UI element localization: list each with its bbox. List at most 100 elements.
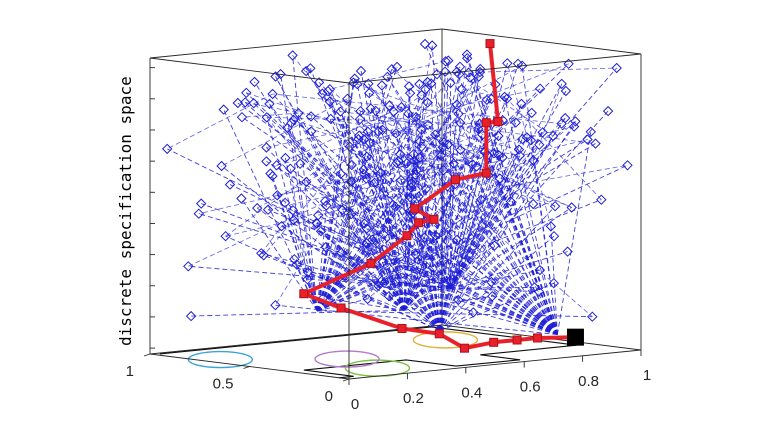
tree-node-marker [317,88,328,99]
tree-node-marker [302,274,313,285]
tree-node-marker [534,83,546,94]
tree-edge [293,164,473,221]
tree-node-marker [288,114,299,126]
tree-node-marker [264,98,275,110]
tree-edge [388,117,566,297]
path-node-marker [485,39,495,49]
tree-edge [246,92,454,164]
x-tick-label: 1 [643,367,651,384]
tree-edge [316,71,481,312]
tree-edge [191,309,405,317]
tree-edge [364,223,441,331]
tree-node-marker [560,85,572,97]
tree-node-marker [516,60,528,71]
tree-node-marker [475,63,486,75]
tree-node-marker [324,83,336,95]
tree-node-marker [324,96,336,107]
tree-node-marker [236,111,248,123]
tree-node-marker [486,276,497,288]
tree-node-marker [422,76,433,88]
tree-node-marker [315,225,327,237]
tree-edge [316,143,596,312]
path-node-marker [299,289,309,299]
tree-edge [450,103,522,289]
tree-node-marker [161,143,173,155]
path-node-marker [451,175,460,185]
tree-edge [245,102,520,157]
tree-node-marker [525,135,537,146]
tree-node-marker [587,311,598,322]
tree-edge [317,164,628,312]
tree-edge [413,160,451,289]
start-marker [566,328,584,346]
tree-node-marker [342,93,353,105]
tree-node-marker [562,246,573,257]
tree-edge [431,45,451,289]
tree-edge [267,209,558,335]
tree-edge [296,264,441,332]
tree-node-marker [362,293,373,305]
tree-edge [460,149,558,335]
tree-node-marker [568,121,580,132]
tree-edge [450,117,566,289]
tree-node-marker [473,71,485,82]
tree-edge [408,86,411,198]
tree-node-marker [403,108,414,119]
tree-node-marker [514,150,526,161]
z-axis-label: discrete specification space [116,76,135,346]
tree-node-marker [302,266,314,278]
tree-node-marker [468,307,479,318]
tree-node-marker [358,168,370,180]
tree-node-marker [516,98,527,110]
tree-edge [450,126,575,289]
tree-node-marker [488,148,500,159]
tree-node-marker [353,130,365,141]
tree-edge [424,71,446,238]
tree-edge [439,63,508,331]
tree-node-marker [448,158,459,169]
tree-node-marker [534,264,546,276]
tree-node-marker [392,155,404,167]
tree-edge [439,122,517,331]
tree-edge [284,202,318,312]
tree-node-marker [394,149,406,160]
tree-edge [316,205,327,311]
floor-region-2 [412,331,479,349]
tree-edge [261,252,558,335]
tree-edge [316,78,356,311]
tree-edge [382,129,558,335]
tree-edge [365,66,461,179]
tree-edge [434,134,451,289]
tree-edge [275,304,558,335]
tree-edge [317,203,534,312]
tree-node-marker [312,209,324,221]
tree-node-marker [282,122,293,134]
tree-node-marker [422,119,434,131]
tree-edge [298,112,405,311]
tree-node-marker [275,68,286,80]
tree-node-marker [386,63,398,75]
tree-node-marker [438,164,449,176]
tree-edge [375,110,534,205]
x-tick-label: 0.4 [461,384,482,401]
tree-node-marker [288,214,299,226]
floor-layout [159,326,577,379]
tree-node-marker [517,133,528,145]
path-node-marker [366,258,376,268]
tree-edge [367,121,576,300]
tree-edge [403,260,444,311]
tree-node-marker [293,107,304,119]
tree-node-marker [305,63,316,74]
tree-node-marker [454,61,466,73]
tree-node-marker [404,87,416,99]
tree-node-marker [291,259,302,270]
tree-node-marker [287,50,298,61]
tree-node-marker [408,155,420,167]
tree-edge [439,122,461,331]
tree-node-marker [232,97,244,109]
tree-node-marker [249,76,260,88]
path-node-marker [460,343,469,353]
tree-node-marker [337,204,348,216]
tree-edge [430,83,441,331]
tree-node-marker [445,77,456,89]
